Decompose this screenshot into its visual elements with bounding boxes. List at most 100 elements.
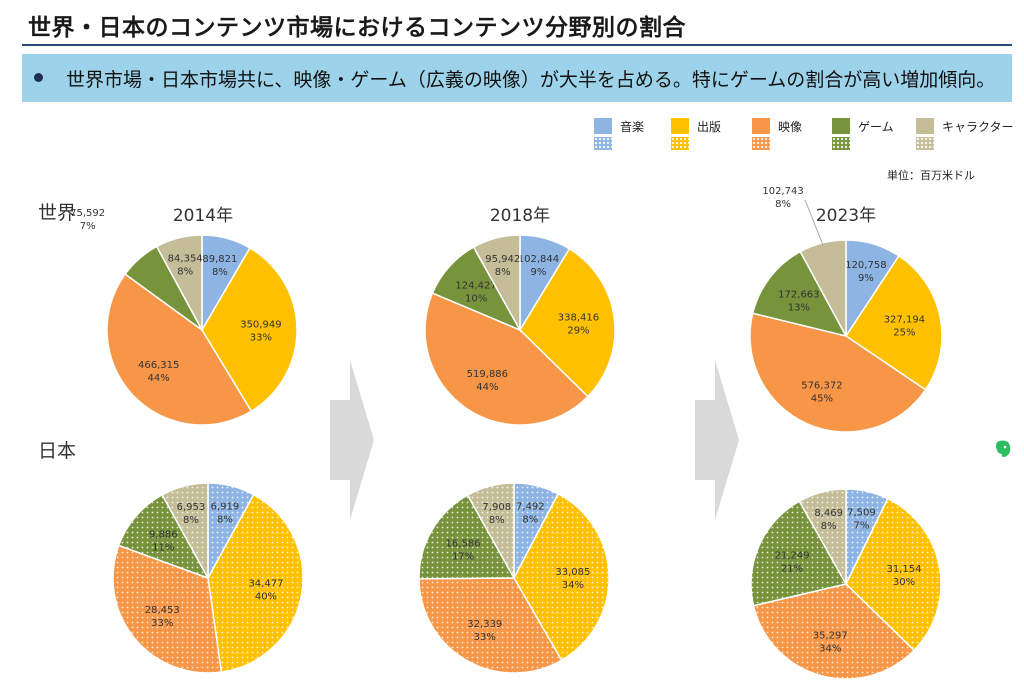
legend-swatch: [594, 118, 612, 134]
slice-value-label: 33,085: [555, 567, 590, 578]
summary-text: 世界市場・日本市場共に、映像・ゲーム（広義の映像）が大半を占める。特にゲームの割…: [66, 69, 996, 91]
unit-label: 単位：百万米ドル: [887, 169, 975, 182]
pie-slice: [201, 246, 298, 413]
pie-slice: [519, 247, 616, 398]
legend-swatch-dotted: [752, 137, 770, 150]
slice-value-label: 124,427: [455, 281, 496, 292]
pie-slice: [749, 312, 927, 433]
pie-chart: 7,509 7% 31,154 30% 35,297 34% 21,249 21% 8,469 8…: [750, 488, 942, 680]
slice-value-label: 102,844: [518, 254, 559, 265]
slice-value-label: 350,949: [240, 319, 281, 330]
slice-value-label: 21,249: [775, 550, 810, 561]
pie-slice: [424, 292, 589, 426]
slice-percent-label: 9%: [858, 273, 874, 284]
year-label-2018: 2018年: [489, 206, 551, 226]
slice-percent-label: 33%: [250, 332, 272, 343]
row-label-world: 世界: [38, 202, 77, 224]
slice-value-label: 34,477: [248, 579, 283, 590]
slice-value-label: 102,743: [762, 186, 803, 197]
legend-label: キャラクター: [942, 120, 1014, 134]
arrow-right-icon: [695, 360, 739, 520]
label-leader-line: [804, 199, 824, 245]
bullet-icon: [34, 73, 43, 82]
legend-swatch: [752, 118, 770, 134]
title-divider: [22, 44, 1012, 46]
slice-percent-label: 8%: [495, 267, 511, 278]
legend-swatch-dotted: [594, 137, 612, 150]
slice-value-label: 95,942: [485, 254, 520, 265]
legend-label: 映像: [778, 120, 803, 134]
slice-percent-label: 33%: [474, 632, 496, 643]
pie-chart: 102,844 9% 338,416 29% 519,886 44% 124,427 10% 9…: [424, 234, 616, 426]
slice-value-label: 75,592: [70, 208, 105, 219]
pie-chart: 6,919 8% 34,477 40% 28,453 33% 9,886 11% 6,953 8%: [112, 482, 304, 674]
slice-percent-label: 10%: [465, 294, 487, 305]
slice-percent-label: 8%: [177, 267, 193, 278]
slice-value-label: 84,354: [168, 254, 203, 265]
pie-slice: [161, 482, 209, 579]
legend-swatch-dotted: [916, 137, 934, 150]
pie-slice: [112, 544, 223, 674]
slice-percent-label: 8%: [821, 521, 837, 532]
slice-percent-label: 44%: [148, 373, 170, 384]
slice-value-label: 519,886: [467, 369, 508, 380]
legend-swatch: [916, 118, 934, 134]
slice-percent-label: 25%: [893, 327, 915, 338]
pie-slice: [798, 488, 847, 587]
slice-value-label: 6,953: [177, 502, 206, 513]
row-label-japan: 日本: [38, 440, 77, 462]
summary-banner: 世界市場・日本市場共に、映像・ゲーム（広義の映像）が大半を占める。特にゲームの割…: [22, 54, 1012, 102]
slice-percent-label: 8%: [522, 515, 538, 526]
arrow-right-icon: [330, 360, 374, 520]
pie-slice: [472, 234, 521, 333]
year-label-2014: 2014年: [172, 206, 234, 226]
legend-label: 音楽: [620, 120, 645, 134]
slice-value-label: 7,908: [482, 502, 511, 513]
slice-percent-label: 8%: [775, 199, 791, 210]
slice-percent-label: 34%: [819, 644, 841, 655]
slice-value-label: 327,194: [884, 314, 925, 325]
slice-value-label: 9,886: [149, 530, 178, 541]
slice-value-label: 466,315: [138, 360, 179, 371]
slice-percent-label: 11%: [152, 543, 174, 554]
pie-slice: [752, 583, 916, 680]
legend-label: 出版: [697, 120, 722, 134]
pie-chart: 7,492 8% 33,085 34% 32,339 33% 16,586 17% 7,908 8…: [418, 482, 610, 674]
slice-value-label: 120,758: [845, 260, 886, 271]
evernote-logo-icon: [996, 440, 1011, 457]
slice-percent-label: 45%: [811, 393, 833, 404]
legend-label: ゲーム: [858, 120, 894, 134]
slice-percent-label: 13%: [788, 303, 810, 314]
pie-slice: [117, 493, 210, 580]
legend-swatch-dotted: [671, 137, 689, 150]
pie-slice: [106, 273, 253, 426]
pie-chart: 120,758 9% 327,194 25% 576,372 45% 172,663 13% 1…: [749, 186, 943, 433]
slice-percent-label: 30%: [893, 577, 915, 588]
slice-value-label: 7,492: [516, 502, 545, 513]
pie-slice: [845, 497, 942, 652]
slice-percent-label: 7%: [80, 221, 96, 232]
slice-percent-label: 29%: [567, 326, 589, 337]
pie-slice: [750, 500, 848, 607]
slice-percent-label: 8%: [217, 515, 233, 526]
slice-value-label: 172,663: [778, 290, 819, 301]
legend-swatch: [671, 118, 689, 134]
pie-chart: 89,821 8% 350,949 33% 466,315 44% 75,592 7% 84,3…: [70, 208, 298, 426]
slice-value-label: 32,339: [467, 619, 502, 630]
year-label-2023: 2023年: [815, 206, 877, 226]
slice-percent-label: 40%: [255, 592, 277, 603]
legend-swatch: [832, 118, 850, 134]
page-title: 世界・日本のコンテンツ市場におけるコンテンツ分野別の割合: [28, 15, 686, 41]
slice-percent-label: 21%: [781, 563, 803, 574]
pie-slice: [466, 482, 515, 581]
slice-value-label: 89,821: [202, 254, 237, 265]
slice-value-label: 28,453: [145, 605, 180, 616]
slice-percent-label: 8%: [489, 515, 505, 526]
slice-percent-label: 17%: [452, 551, 474, 562]
slice-percent-label: 8%: [183, 515, 199, 526]
slice-value-label: 16,586: [446, 538, 481, 549]
slice-value-label: 35,297: [813, 631, 848, 642]
slice-value-label: 31,154: [887, 564, 922, 575]
legend-swatch-dotted: [832, 137, 850, 150]
slice-value-label: 576,372: [801, 380, 842, 391]
